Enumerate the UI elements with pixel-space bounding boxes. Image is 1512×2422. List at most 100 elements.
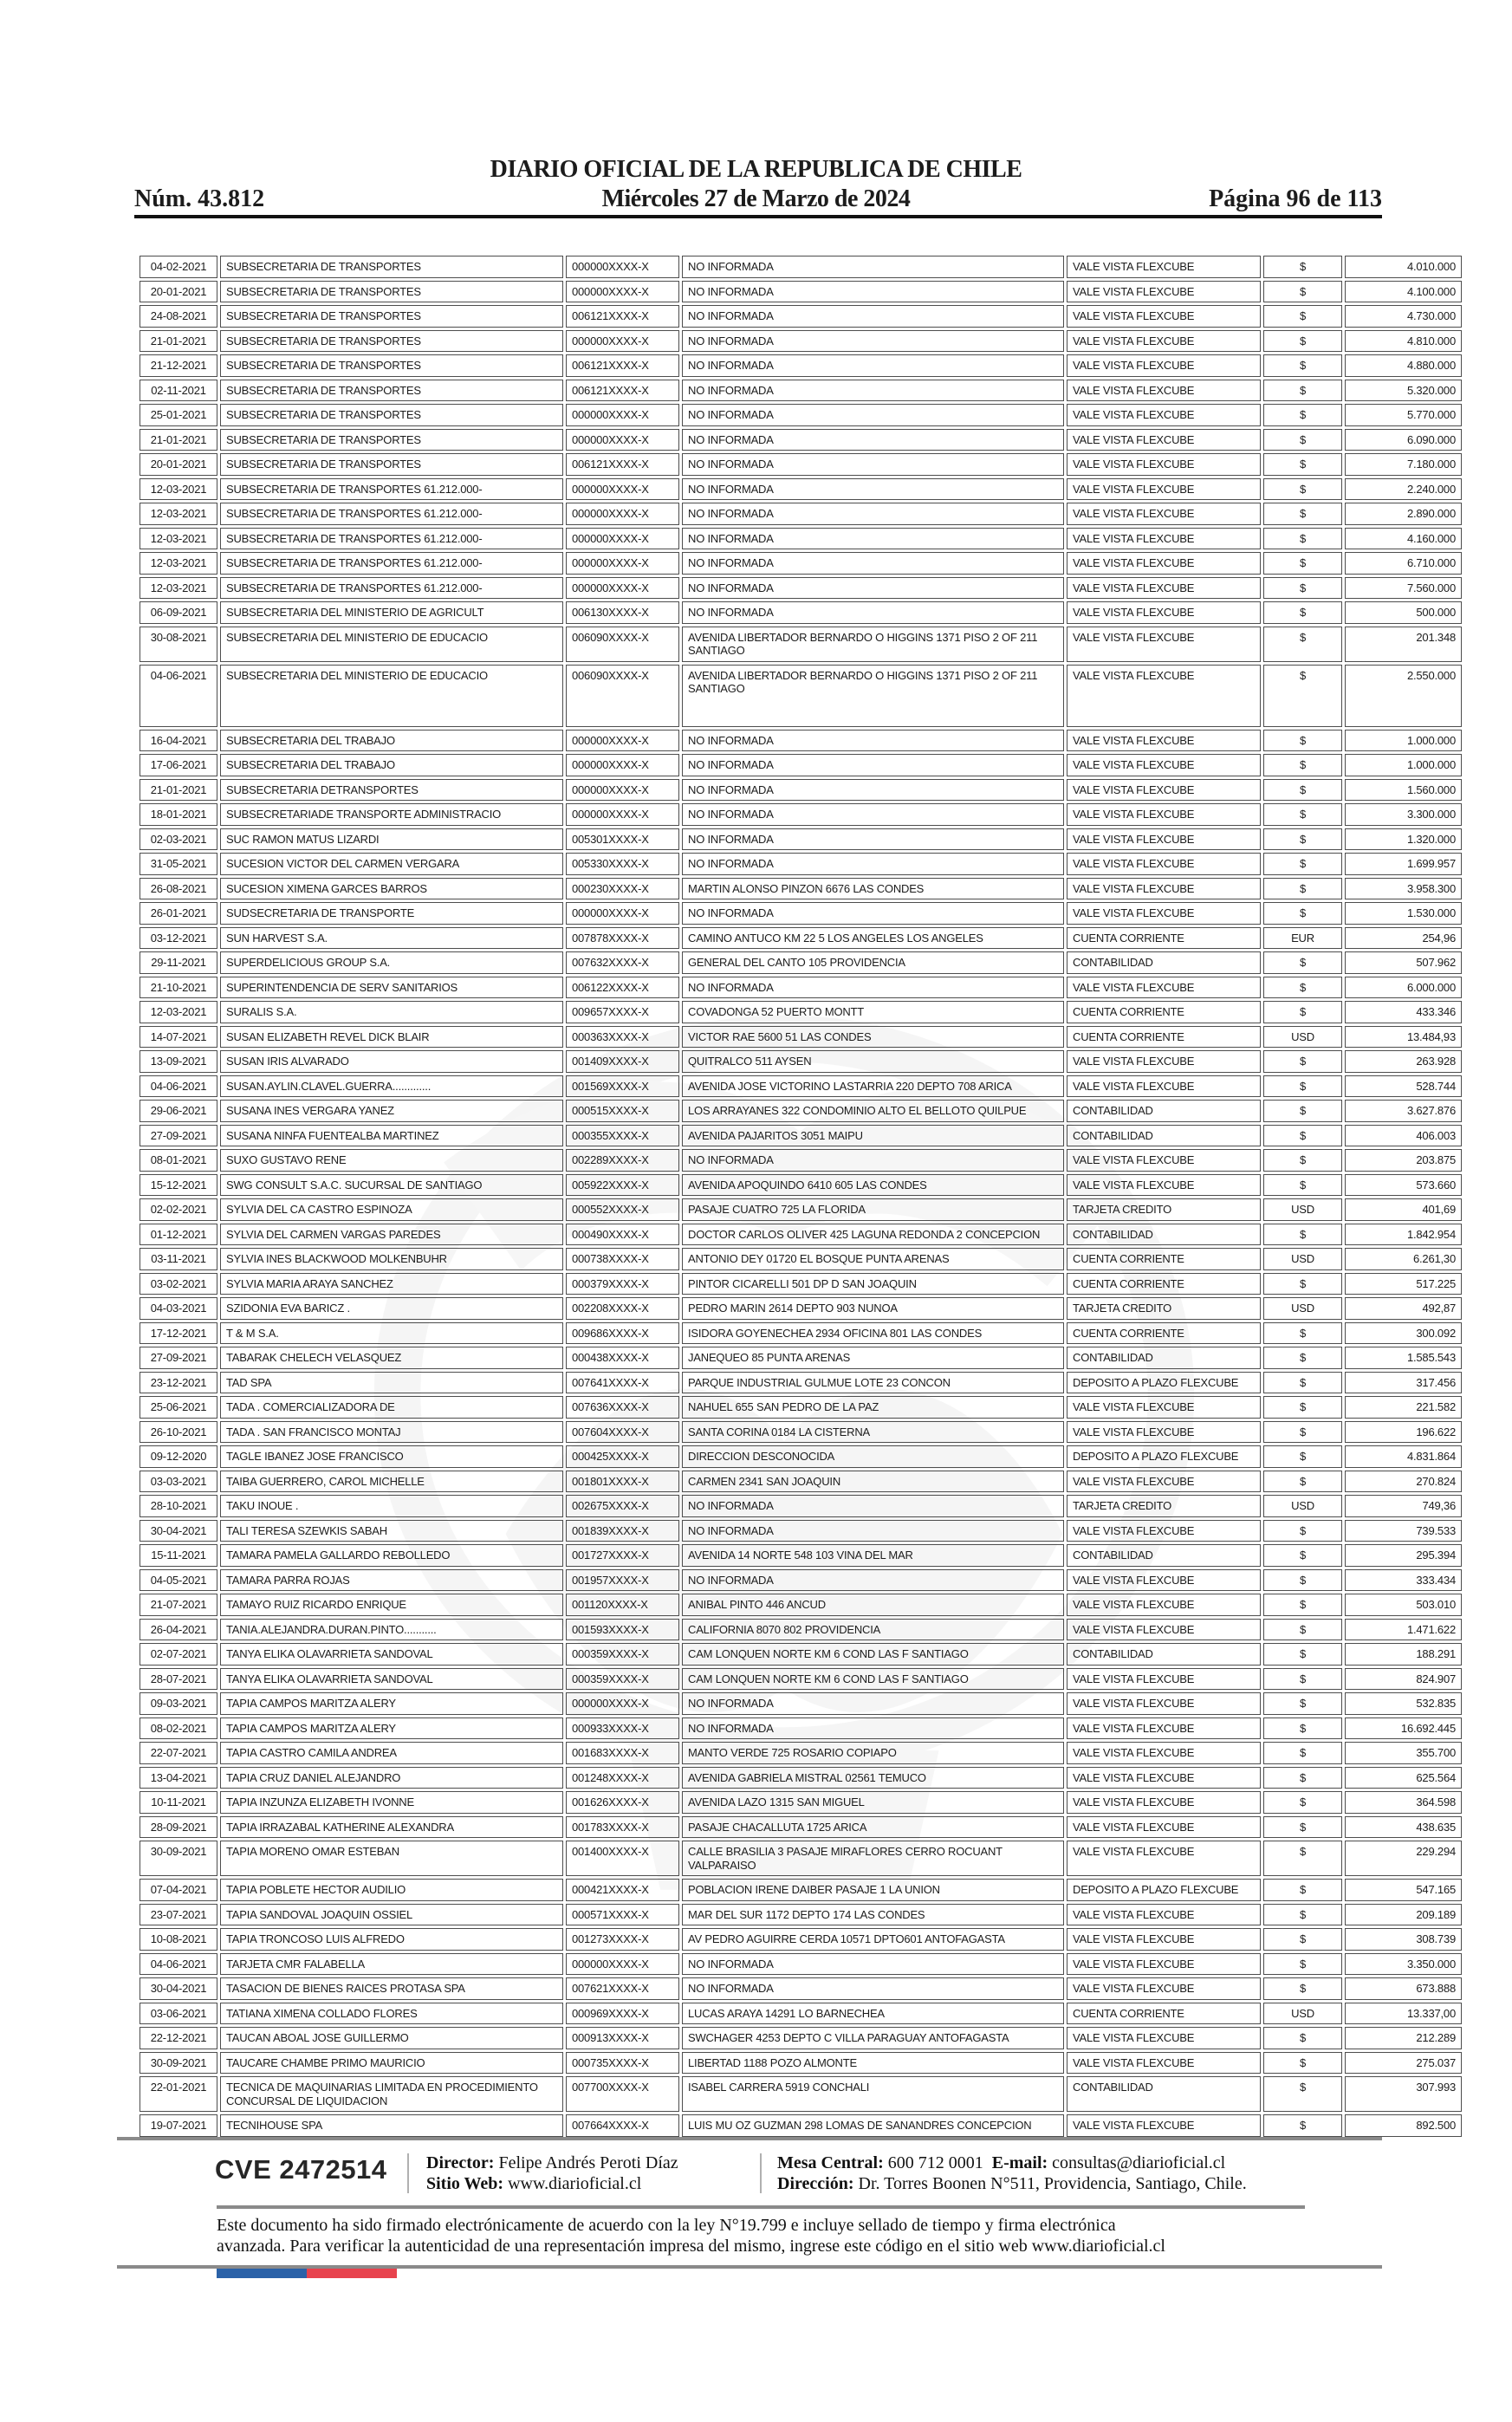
cell-address: NO INFORMADA (682, 803, 1064, 826)
cell-amount: 573.660 (1345, 1173, 1462, 1196)
cell-currency: $ (1263, 1321, 1342, 1344)
cell-address: AVENIDA PAJARITOS 3051 MAIPU (682, 1124, 1064, 1146)
cell-currency: $ (1263, 1420, 1342, 1443)
table-row: 17-12-2021 T & M S.A. 009686XXXX-X ISIDORA … (140, 1321, 1462, 1344)
cell-name: SURALIS S.A. (220, 1001, 563, 1023)
cell-rut: 000438XXXX-X (566, 1347, 679, 1369)
cell-name: SUBSECRETARIA DE TRANSPORTES (220, 354, 563, 377)
cell-product: VALE VISTA FLEXCUBE (1067, 453, 1261, 476)
cell-currency: $ (1263, 2076, 1342, 2112)
cell-currency: $ (1263, 902, 1342, 925)
cell-date: 03-03-2021 (140, 1470, 217, 1492)
cell-rut: 000738XXXX-X (566, 1248, 679, 1270)
cell-amount: 2.240.000 (1345, 477, 1462, 500)
cell-amount: 13.337,00 (1345, 2002, 1462, 2024)
cell-currency: USD (1263, 1198, 1342, 1221)
cell-address: DOCTOR CARLOS OLIVER 425 LAGUNA REDONDA … (682, 1223, 1064, 1245)
cell-product: VALE VISTA FLEXCUBE (1067, 729, 1261, 751)
cell-product: VALE VISTA FLEXCUBE (1067, 2051, 1261, 2074)
cell-currency: $ (1263, 503, 1342, 525)
cell-name: SUBSECRETARIA DE TRANSPORTES (220, 305, 563, 328)
sitio-url[interactable]: www.diarioficial.cl (508, 2174, 642, 2193)
cell-date: 03-02-2021 (140, 1272, 217, 1295)
table-row: 29-06-2021 SUSANA INES VERGARA YANEZ 00051… (140, 1100, 1462, 1122)
cell-name: SUBSECRETARIA DE TRANSPORTES 61.212.000- (220, 527, 563, 549)
table-row: 27-09-2021 SUSANA NINFA FUENTEALBA MARTIN… (140, 1124, 1462, 1146)
cell-rut: 000000XXXX-X (566, 552, 679, 575)
table-row: 03-02-2021 SYLVIA MARIA ARAYA SANCHEZ 0003… (140, 1272, 1462, 1295)
table-row: 12-03-2021 SUBSECRETARIA DE TRANSPORTES 6… (140, 576, 1462, 599)
cell-date: 08-02-2021 (140, 1717, 217, 1739)
cell-address: NO INFORMADA (682, 828, 1064, 850)
cell-amount: 406.003 (1345, 1124, 1462, 1146)
cell-amount: 5.770.000 (1345, 404, 1462, 426)
table-row: 23-12-2021 TAD SPA 007641XXXX-X PARQUE INDU… (140, 1371, 1462, 1393)
cell-currency: $ (1263, 280, 1342, 302)
cell-rut: 000969XXXX-X (566, 2002, 679, 2024)
cell-date: 26-10-2021 (140, 1420, 217, 1443)
cell-name: TECNIHOUSE SPA (220, 2114, 563, 2137)
cell-currency: $ (1263, 1223, 1342, 1245)
table-row: 21-07-2021 TAMAYO RUIZ RICARDO ENRIQUE 001… (140, 1594, 1462, 1616)
disclaimer-line-2: avanzada. Para verificar la autenticidad… (217, 2237, 1165, 2256)
cell-amount: 500.000 (1345, 601, 1462, 624)
cell-rut: 000490XXXX-X (566, 1223, 679, 1245)
cell-date: 23-07-2021 (140, 1903, 217, 1925)
cell-name: TECNICA DE MAQUINARIAS LIMITADA EN PROCE… (220, 2076, 563, 2112)
cell-date: 29-11-2021 (140, 951, 217, 974)
cell-amount: 307.993 (1345, 2076, 1462, 2112)
cell-name: SUBSECRETARIA DEL MINISTERIO DE EDUCACIO (220, 626, 563, 662)
cell-currency: $ (1263, 1396, 1342, 1419)
cell-date: 30-04-2021 (140, 1977, 217, 2000)
cell-amount: 5.320.000 (1345, 379, 1462, 401)
cell-name: SUBSECRETARIA DE TRANSPORTES (220, 428, 563, 451)
cell-currency: $ (1263, 1568, 1342, 1591)
cell-name: SUSAN IRIS ALVARADO (220, 1050, 563, 1073)
table-row: 04-06-2021 TARJETA CMR FALABELLA 000000XXX… (140, 1952, 1462, 1975)
cell-name: SUBSECRETARIA DEL TRABAJO (220, 754, 563, 776)
cell-address: ISABEL CARRERA 5919 CONCHALI (682, 2076, 1064, 2112)
cell-currency: $ (1263, 1667, 1342, 1690)
cell-product: VALE VISTA FLEXCUBE (1067, 626, 1261, 662)
cell-date: 22-12-2021 (140, 2027, 217, 2049)
cell-product: CUENTA CORRIENTE (1067, 1272, 1261, 1295)
cell-currency: $ (1263, 1594, 1342, 1616)
cell-address: NO INFORMADA (682, 1519, 1064, 1542)
cell-rut: 000000XXXX-X (566, 576, 679, 599)
cell-product: VALE VISTA FLEXCUBE (1067, 477, 1261, 500)
table-row: 03-11-2021 SYLVIA INES BLACKWOOD MOLKENBU… (140, 1248, 1462, 1270)
cell-name: TAKU INOUE . (220, 1495, 563, 1517)
signature-disclaimer: Este documento ha sido firmado electróni… (217, 2215, 1326, 2256)
email-value[interactable]: consultas@diarioficial.cl (1052, 2153, 1226, 2172)
cell-amount: 6.090.000 (1345, 428, 1462, 451)
cell-currency: USD (1263, 2002, 1342, 2024)
cell-address: NO INFORMADA (682, 1692, 1064, 1715)
cell-address: NO INFORMADA (682, 305, 1064, 328)
cell-address: AVENIDA 14 NORTE 548 103 VINA DEL MAR (682, 1544, 1064, 1567)
cell-date: 12-03-2021 (140, 477, 217, 500)
cell-currency: $ (1263, 1841, 1342, 1876)
cell-currency: $ (1263, 1717, 1342, 1739)
cell-name: TAD SPA (220, 1371, 563, 1393)
cell-amount: 4.100.000 (1345, 280, 1462, 302)
cell-product: VALE VISTA FLEXCUBE (1067, 1717, 1261, 1739)
cell-name: TANYA ELIKA OLAVARRIETA SANDOVAL (220, 1667, 563, 1690)
cell-product: VALE VISTA FLEXCUBE (1067, 576, 1261, 599)
cell-product: VALE VISTA FLEXCUBE (1067, 329, 1261, 352)
cell-name: SYLVIA DEL CA CASTRO ESPINOZA (220, 1198, 563, 1221)
cell-amount: 13.484,93 (1345, 1025, 1462, 1048)
cell-currency: $ (1263, 379, 1342, 401)
cell-rut: 006090XXXX-X (566, 626, 679, 662)
cell-amount: 547.165 (1345, 1879, 1462, 1901)
records-table: 04-02-2021 SUBSECRETARIA DE TRANSPORTES 00… (137, 253, 1464, 2140)
cell-name: TAPIA TRONCOSO LUIS ALFREDO (220, 1928, 563, 1951)
cell-currency: $ (1263, 1075, 1342, 1097)
cell-rut: 006121XXXX-X (566, 379, 679, 401)
cell-name: SUC RAMON MATUS LIZARDI (220, 828, 563, 850)
cell-date: 17-06-2021 (140, 754, 217, 776)
cell-currency: $ (1263, 664, 1342, 727)
cell-amount: 196.622 (1345, 1420, 1462, 1443)
cell-product: VALE VISTA FLEXCUBE (1067, 552, 1261, 575)
table-row: 08-01-2021 SUXO GUSTAVO RENE 002289XXXX-X N… (140, 1149, 1462, 1172)
cell-address: NO INFORMADA (682, 477, 1064, 500)
